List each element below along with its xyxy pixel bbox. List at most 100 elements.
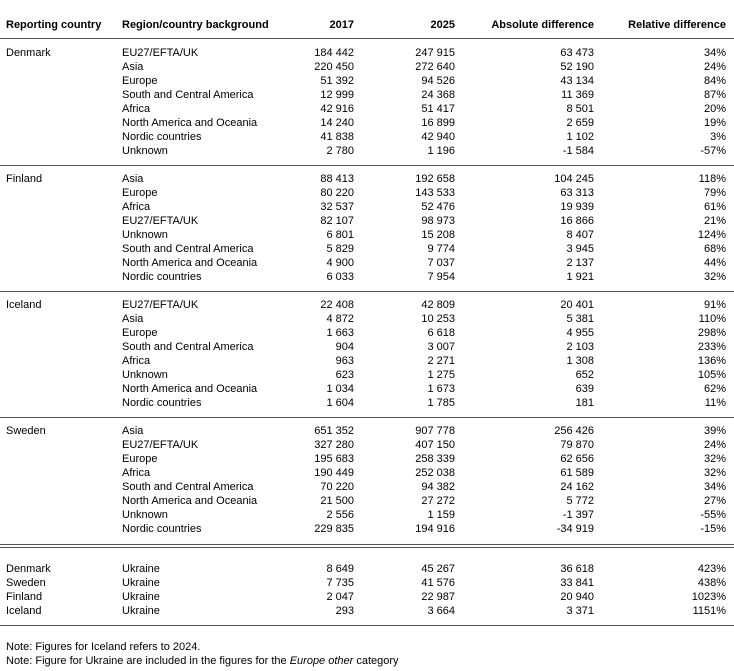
number-cell: 4 872 — [326, 313, 354, 325]
number-cell: 14 240 — [320, 117, 354, 129]
note-text: Note: Figure for Ukraine are included in… — [6, 655, 290, 667]
number-cell: 12 999 — [320, 89, 354, 101]
number-cell: 82 107 — [320, 215, 354, 227]
number-cell: 3 945 — [566, 243, 594, 255]
number-cell: 1 034 — [326, 383, 354, 395]
number-cell: 20 940 — [560, 591, 594, 603]
number-cell: 94 382 — [421, 481, 455, 493]
number-cell: 623 — [335, 369, 354, 381]
number-cell: 32% — [703, 453, 726, 465]
group-rule — [0, 291, 734, 292]
number-cell: 98 973 — [421, 215, 455, 227]
number-cell: 15 208 — [421, 229, 455, 241]
region-cell: South and Central America — [122, 341, 254, 353]
number-cell: 27% — [703, 495, 726, 507]
number-cell: 91% — [703, 299, 726, 311]
country-cell: Iceland — [6, 299, 42, 311]
text-cell: Denmark — [6, 563, 51, 575]
number-cell: 10 253 — [421, 313, 455, 325]
number-cell: 963 — [335, 355, 354, 367]
number-cell: 84% — [703, 75, 726, 87]
number-cell: 651 352 — [314, 425, 354, 437]
number-cell: 104 245 — [554, 173, 594, 185]
number-cell: 190 449 — [314, 467, 354, 479]
number-cell: 184 442 — [314, 47, 354, 59]
number-cell: 21% — [703, 215, 726, 227]
number-cell: 24 162 — [560, 481, 594, 493]
note-text: category — [353, 655, 399, 667]
number-cell: 32% — [703, 467, 726, 479]
country-cell: Finland — [6, 173, 43, 185]
number-cell: 3% — [710, 131, 726, 143]
region-cell: Nordic countries — [122, 523, 202, 535]
region-cell: North America and Oceania — [122, 495, 258, 507]
number-cell: 3 371 — [566, 605, 594, 617]
region-cell: South and Central America — [122, 89, 254, 101]
number-cell: 43 134 — [560, 75, 594, 87]
number-cell: 220 450 — [314, 61, 354, 73]
column-header: Region/country background — [122, 19, 269, 31]
region-cell: EU27/EFTA/UK — [122, 439, 199, 451]
number-cell: 136% — [697, 355, 726, 367]
region-cell: Africa — [122, 103, 151, 115]
number-cell: 194 916 — [415, 523, 455, 535]
number-cell: -15% — [700, 523, 726, 535]
number-cell: 45 267 — [421, 563, 455, 575]
number-cell: 181 — [575, 397, 594, 409]
number-cell: 7 735 — [326, 577, 354, 589]
group-rule — [0, 417, 734, 418]
number-cell: 904 — [335, 341, 354, 353]
text-cell: Finland — [6, 591, 43, 603]
number-cell: 1 663 — [326, 327, 354, 339]
number-cell: 52 190 — [560, 61, 594, 73]
number-cell: 34% — [703, 481, 726, 493]
number-cell: 7 037 — [427, 257, 455, 269]
number-cell: 87% — [703, 89, 726, 101]
number-cell: 6 033 — [326, 271, 354, 283]
region-cell: Africa — [122, 355, 151, 367]
number-cell: 36 618 — [560, 563, 594, 575]
number-cell: 233% — [697, 341, 726, 353]
region-cell: Unknown — [122, 509, 168, 521]
number-cell: 21 500 — [320, 495, 354, 507]
region-cell: EU27/EFTA/UK — [122, 299, 199, 311]
number-cell: 652 — [575, 369, 594, 381]
text-cell: Iceland — [6, 605, 42, 617]
region-cell: North America and Oceania — [122, 257, 258, 269]
number-cell: -55% — [700, 509, 726, 521]
text-cell: Ukraine — [122, 591, 160, 603]
number-cell: 63 473 — [560, 47, 594, 59]
column-header: Relative difference — [628, 19, 726, 31]
number-cell: 3 664 — [427, 605, 455, 617]
column-header: 2017 — [329, 19, 354, 31]
region-cell: South and Central America — [122, 481, 254, 493]
number-cell: 79 870 — [560, 439, 594, 451]
number-cell: 51 392 — [320, 75, 354, 87]
number-cell: 2 659 — [566, 117, 594, 129]
number-cell: 639 — [575, 383, 594, 395]
number-cell: 124% — [697, 229, 726, 241]
region-cell: Asia — [122, 313, 144, 325]
number-cell: 118% — [698, 173, 726, 185]
number-cell: 9 774 — [427, 243, 455, 255]
number-cell: -1 584 — [562, 145, 594, 157]
number-cell: 11% — [704, 397, 726, 409]
number-cell: 61% — [703, 201, 726, 213]
text-cell: Ukraine — [122, 577, 160, 589]
region-cell: Europe — [122, 75, 158, 87]
number-cell: 1 921 — [566, 271, 594, 283]
number-cell: 327 280 — [314, 439, 354, 451]
number-cell: 407 150 — [415, 439, 455, 451]
number-cell: 1 308 — [566, 355, 594, 367]
note: Note: Figure for Ukraine are included in… — [6, 654, 399, 668]
number-cell: 62 656 — [560, 453, 594, 465]
number-cell: 42 809 — [421, 299, 455, 311]
region-cell: Asia — [122, 61, 144, 73]
number-cell: 70 220 — [320, 481, 354, 493]
number-cell: 34% — [703, 47, 726, 59]
number-cell: 2 047 — [326, 591, 354, 603]
number-cell: 258 339 — [415, 453, 455, 465]
number-cell: 6 801 — [326, 229, 354, 241]
region-cell: Unknown — [122, 229, 168, 241]
country-cell: Denmark — [6, 47, 51, 59]
